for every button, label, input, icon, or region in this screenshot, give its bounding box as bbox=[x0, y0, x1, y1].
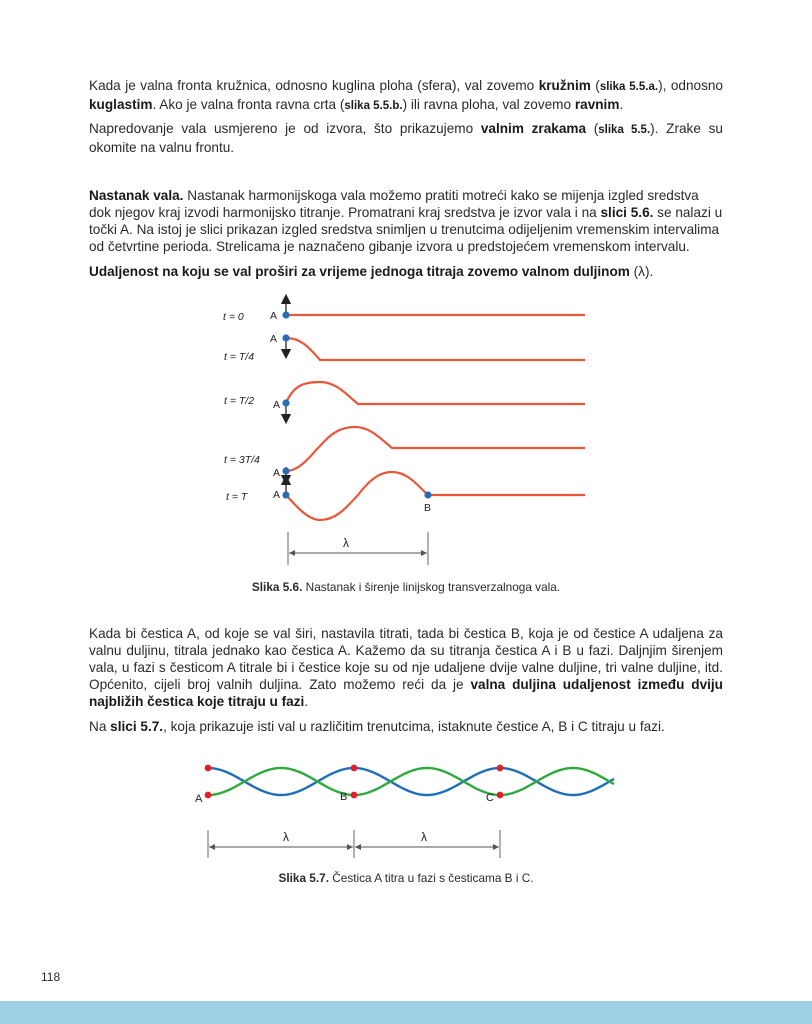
point-a-0 bbox=[282, 311, 290, 319]
paragraph-phase: Kada bi čestica A, od koje se val širi, … bbox=[89, 626, 724, 709]
figure-5-7: A B C λ λ bbox=[195, 764, 615, 858]
footer-band bbox=[0, 1001, 812, 1024]
point-a-label-3: A bbox=[273, 467, 280, 479]
figure-5-6: t = 0 A t = T/4 A t = T/2 A t = 3T/4 A t… bbox=[223, 293, 585, 565]
wave-blue bbox=[207, 766, 615, 797]
paragraph-wave-front: Kada je valna fronta kružnica, odnosno k… bbox=[89, 78, 723, 112]
wave-green bbox=[207, 766, 615, 797]
label-c: C bbox=[486, 792, 494, 804]
time-label-1: t = T/4 bbox=[224, 351, 254, 363]
dot-top-c bbox=[496, 764, 504, 772]
point-a-1 bbox=[282, 334, 290, 342]
lambda-label-57-1: λ bbox=[283, 830, 289, 844]
time-label-0: t = 0 bbox=[223, 311, 244, 323]
dot-top-a bbox=[204, 764, 212, 772]
caption-figure-5-6: Slika 5.6. Nastanak i širenje linijskog … bbox=[251, 580, 561, 594]
point-a-2 bbox=[282, 399, 290, 407]
point-a-label-4: A bbox=[273, 489, 280, 501]
paragraph-wavelength-definition: Udaljenost na koju se val proširi za vri… bbox=[89, 264, 654, 279]
point-a-label-2: A bbox=[273, 399, 280, 411]
dot-b bbox=[350, 791, 358, 799]
caption-figure-5-7: Slika 5.7. Čestica A titra u fazi s čest… bbox=[278, 871, 534, 885]
time-label-3: t = 3T/4 bbox=[224, 454, 260, 466]
paragraph-wave-formation: Nastanak vala. Nastanak harmonijskoga va… bbox=[89, 188, 723, 254]
point-a-label-0: A bbox=[270, 310, 277, 322]
label-b: B bbox=[340, 791, 347, 803]
wave-3 bbox=[285, 425, 585, 473]
paragraph-figure-5-7: Na slici 5.7., koja prikazuje isti val u… bbox=[89, 719, 665, 734]
paragraph-wave-rays: Napredovanje vala usmjereno je od izvora… bbox=[89, 121, 723, 155]
dot-c bbox=[496, 791, 504, 799]
wave-1 bbox=[285, 336, 585, 362]
lambda-label-57-2: λ bbox=[421, 830, 427, 844]
wave-4 bbox=[285, 470, 585, 522]
dot-a bbox=[204, 791, 212, 799]
point-a-3 bbox=[282, 467, 290, 475]
point-a-4 bbox=[282, 491, 290, 499]
page-number: 118 bbox=[41, 970, 61, 984]
point-a-label-1: A bbox=[270, 333, 277, 345]
time-label-2: t = T/2 bbox=[224, 395, 254, 407]
lambda-label-56: λ bbox=[343, 536, 349, 550]
point-b-label: B bbox=[424, 502, 431, 514]
dot-top-b bbox=[350, 764, 358, 772]
time-label-4: t = T bbox=[226, 491, 249, 503]
wave-2 bbox=[284, 380, 585, 406]
label-a: A bbox=[195, 793, 203, 805]
point-b bbox=[424, 491, 432, 499]
